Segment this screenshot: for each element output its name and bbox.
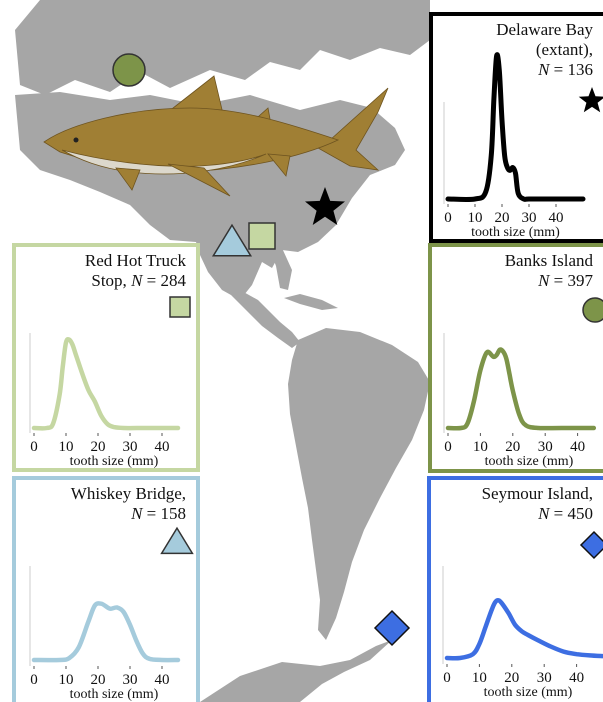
site-name: Delaware Bay bbox=[496, 20, 593, 40]
circle-marker-icon bbox=[580, 295, 603, 325]
panel-banks-island: 0 10 20 30 40 tooth size (mm) Banks Island N … bbox=[428, 243, 603, 473]
density-curve bbox=[447, 600, 603, 658]
panel-caption: Delaware Bay (extant), N = 136 bbox=[496, 20, 593, 80]
star-marker-icon bbox=[577, 86, 603, 116]
x-tick-label: 30 bbox=[538, 439, 553, 455]
site-name: Whiskey Bridge, bbox=[71, 484, 186, 504]
x-tick-label: 20 bbox=[505, 439, 520, 455]
land-florida bbox=[270, 248, 292, 290]
x-tick-label: 40 bbox=[155, 672, 170, 688]
x-tick-label: 10 bbox=[468, 210, 483, 226]
sample-size: N = 136 bbox=[496, 60, 593, 80]
panel-seymour-island: 0 10 20 30 40 tooth size (mm) Seymour Island,… bbox=[427, 476, 603, 702]
x-tick-label: 30 bbox=[123, 672, 138, 688]
x-axis-label: tooth size (mm) bbox=[70, 687, 159, 702]
sample-size: N = 397 bbox=[505, 271, 593, 291]
diamond-marker-icon bbox=[579, 530, 603, 560]
panel-caption: Whiskey Bridge, N = 158 bbox=[71, 484, 186, 524]
panel-caption: Banks Island N = 397 bbox=[505, 251, 593, 291]
x-tick-label: 40 bbox=[155, 439, 170, 455]
site-name: Red Hot Truck bbox=[85, 251, 186, 271]
density-curve bbox=[34, 339, 178, 428]
density-curve bbox=[34, 603, 178, 660]
land-south-america bbox=[288, 328, 430, 640]
site-name: Seymour Island, bbox=[482, 484, 593, 504]
sample-size: N = 158 bbox=[71, 504, 186, 524]
x-tick-label: 0 bbox=[444, 439, 452, 455]
panel-caption: Red Hot Truck Stop, N = 284 bbox=[85, 251, 186, 291]
circle-marker-shape bbox=[583, 298, 603, 322]
panel-red-hot-truck-stop: 0 10 20 30 40 tooth size (mm) Red Hot Truck S… bbox=[12, 243, 200, 472]
x-tick-label: 20 bbox=[91, 672, 106, 688]
x-tick-label: 0 bbox=[444, 210, 452, 226]
x-tick-label: 10 bbox=[473, 439, 488, 455]
map-square-marker bbox=[249, 223, 275, 249]
square-marker-shape bbox=[170, 297, 190, 317]
x-axis-label: tooth size (mm) bbox=[471, 225, 560, 240]
x-tick-label: 20 bbox=[495, 210, 510, 226]
x-axis-label: tooth size (mm) bbox=[484, 685, 573, 700]
x-tick-label: 30 bbox=[522, 210, 537, 226]
x-tick-label: 40 bbox=[549, 210, 564, 226]
x-tick-label: 30 bbox=[537, 670, 552, 686]
x-tick-label: 0 bbox=[30, 672, 38, 688]
site-name-line2: Stop, N = 284 bbox=[85, 271, 186, 291]
x-tick-label: 40 bbox=[569, 670, 584, 686]
panel-delaware-bay: 0 10 20 30 40 tooth size (mm) Delaware Bay (e… bbox=[429, 12, 603, 243]
x-tick-label: 10 bbox=[59, 672, 74, 688]
x-tick-label: 0 bbox=[30, 439, 38, 455]
map-circle-marker bbox=[113, 54, 145, 86]
triangle-marker-shape bbox=[162, 528, 193, 553]
x-tick-label: 30 bbox=[123, 439, 138, 455]
triangle-marker-icon bbox=[160, 526, 194, 556]
x-tick-label: 20 bbox=[504, 670, 519, 686]
site-status: (extant), bbox=[496, 40, 593, 60]
land-cuba bbox=[284, 294, 338, 310]
map-diamond-marker bbox=[375, 611, 409, 645]
land-antarctica bbox=[200, 640, 392, 702]
x-tick-label: 10 bbox=[59, 439, 74, 455]
diamond-marker-shape bbox=[581, 532, 603, 558]
square-marker-icon bbox=[166, 293, 194, 321]
x-tick-label: 20 bbox=[91, 439, 106, 455]
site-name: Banks Island bbox=[505, 251, 593, 271]
density-curve bbox=[448, 350, 594, 429]
x-axis-label: tooth size (mm) bbox=[70, 454, 159, 469]
x-tick-label: 10 bbox=[472, 670, 487, 686]
shark-eye bbox=[74, 138, 79, 143]
x-axis-label: tooth size (mm) bbox=[485, 454, 574, 469]
panel-caption: Seymour Island, N = 450 bbox=[482, 484, 593, 524]
x-tick-label: 40 bbox=[570, 439, 585, 455]
panel-whiskey-bridge: 0 10 20 30 40 tooth size (mm) Whiskey Bridge,… bbox=[12, 476, 200, 702]
sample-size: N = 450 bbox=[482, 504, 593, 524]
land-arctic bbox=[15, 0, 430, 95]
star-marker-shape bbox=[579, 87, 603, 112]
x-tick-label: 0 bbox=[443, 670, 451, 686]
